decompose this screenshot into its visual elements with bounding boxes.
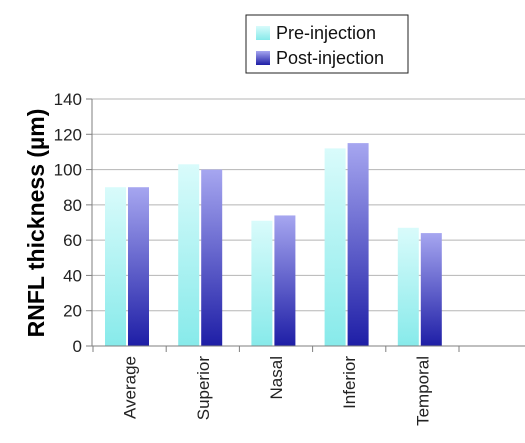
bars [105,143,442,346]
x-category-label: Average [121,356,140,419]
bar-post-injection-inferior [347,143,369,346]
bar-post-injection-nasal [274,215,296,346]
bar-pre-injection-inferior [324,148,346,346]
bar-post-injection-average [128,187,149,346]
bar-pre-injection-temporal [397,227,419,346]
legend-swatch-pre-injection [256,26,270,40]
bar-post-injection-superior [201,169,223,346]
bar-post-injection-temporal [420,233,442,346]
x-category-label: Temporal [413,356,432,426]
y-axis-title: RNFL thickness (µm) [23,109,49,338]
y-tick-label: 40 [63,266,82,285]
bar-pre-injection-superior [178,164,200,346]
y-tick-label: 100 [54,161,82,180]
y-tick-label: 60 [63,231,82,250]
x-category-label: Superior [194,356,213,421]
y-tick-label: 120 [54,125,82,144]
legend-frame [245,14,409,74]
y-tick-label: 140 [54,90,82,109]
x-category-labels: Average Superior Nasal Inferior Temporal [121,356,433,426]
y-tick-label: 80 [63,196,82,215]
x-category-label: Inferior [340,356,359,409]
legend-swatch-post-injection [256,51,270,65]
x-category-label: Nasal [267,356,286,399]
bar-pre-injection-nasal [251,220,273,346]
bar-pre-injection-average [105,187,126,346]
y-tick-label: 20 [63,302,82,321]
axes [86,98,525,352]
legend-label-pre-injection: Pre-injection [276,23,376,43]
legend-label-post-injection: Post-injection [276,48,384,68]
legend: Pre-injection Post-injection [245,14,409,74]
y-tick-labels: 0 20 40 60 80 100 120 140 [54,90,82,356]
gridlines [92,98,525,312]
y-tick-label: 0 [73,337,82,356]
